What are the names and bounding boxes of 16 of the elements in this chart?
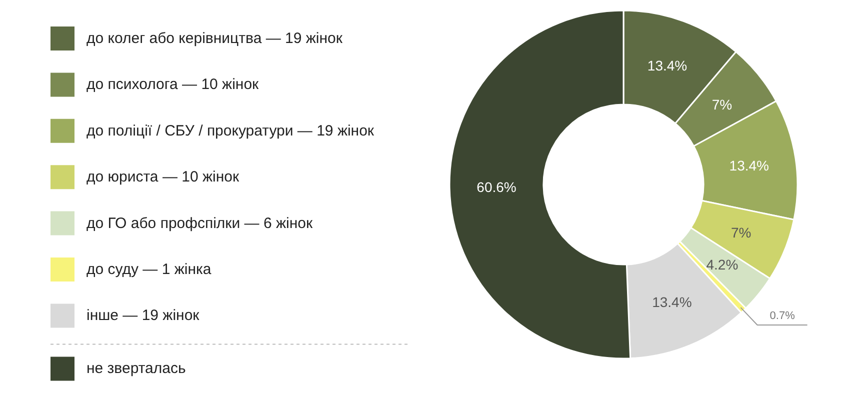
data-label: 7% [731, 224, 752, 240]
legend-label: до психолога — 10 жінок [86, 76, 260, 94]
legend-label: до юриста — 10 жінок [86, 168, 240, 186]
data-label: 7% [712, 96, 732, 112]
data-label: 4.2% [706, 256, 738, 272]
data-label: 13.4% [729, 158, 769, 174]
legend-label: до поліції / СБУ / прокуратури — 19 жінок [86, 122, 374, 140]
legend-label: до суду — 1 жінка [86, 261, 212, 278]
legend-label: не зверталась [86, 360, 186, 378]
data-label: 60.6% [476, 179, 516, 195]
legend-label: до ГО або профспілки — 6 жінок [86, 214, 313, 232]
data-label: 13.4% [652, 294, 692, 310]
data-label: 0.7% [770, 310, 796, 322]
data-label: 13.4% [647, 57, 688, 74]
legend-label: до колег або керівництва — 19 жінок [86, 30, 343, 47]
legend-label: інше — 19 жінок [86, 307, 200, 324]
